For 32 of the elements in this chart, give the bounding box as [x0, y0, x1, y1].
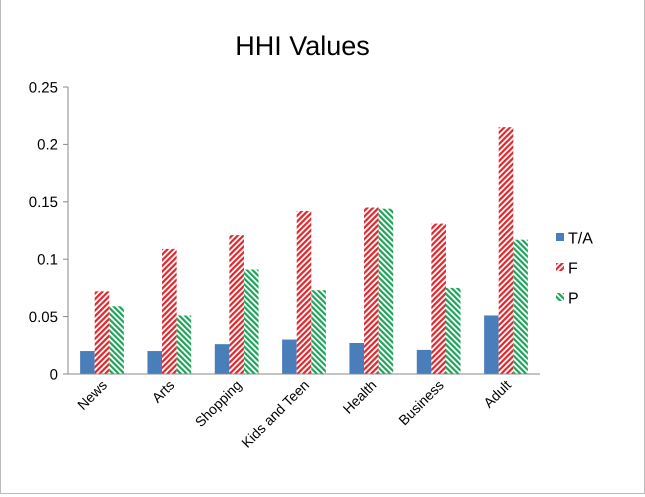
y-tick-label: 0.05	[28, 308, 58, 326]
bar	[431, 224, 446, 374]
bar	[282, 340, 297, 374]
legend-label: T/A	[568, 230, 594, 248]
bar	[349, 343, 364, 374]
bar	[80, 351, 95, 374]
bar	[244, 270, 259, 374]
y-tick-label: 0.25	[28, 79, 58, 96]
bar	[176, 315, 192, 374]
bar	[446, 288, 461, 374]
bar	[214, 344, 230, 374]
bar	[229, 235, 244, 374]
bar	[364, 208, 379, 374]
bar	[147, 351, 162, 374]
bar	[94, 291, 110, 374]
legend-label: P	[568, 290, 579, 308]
bar	[296, 210, 312, 374]
y-tick-label: 0.1	[37, 251, 58, 268]
bar	[513, 240, 528, 374]
bar	[378, 208, 394, 374]
bar	[416, 350, 432, 374]
bar	[498, 127, 514, 374]
bar	[484, 315, 499, 374]
y-tick-label: 0	[50, 366, 58, 384]
bar	[109, 306, 124, 374]
legend-label: F	[568, 260, 578, 278]
bar	[311, 290, 326, 374]
y-tick-label: 0.2	[37, 136, 58, 154]
bar	[162, 248, 177, 374]
y-tick-label: 0.15	[28, 194, 58, 212]
x-tick-label: Arts	[148, 376, 178, 406]
chart-title: HHI Values	[235, 31, 370, 61]
